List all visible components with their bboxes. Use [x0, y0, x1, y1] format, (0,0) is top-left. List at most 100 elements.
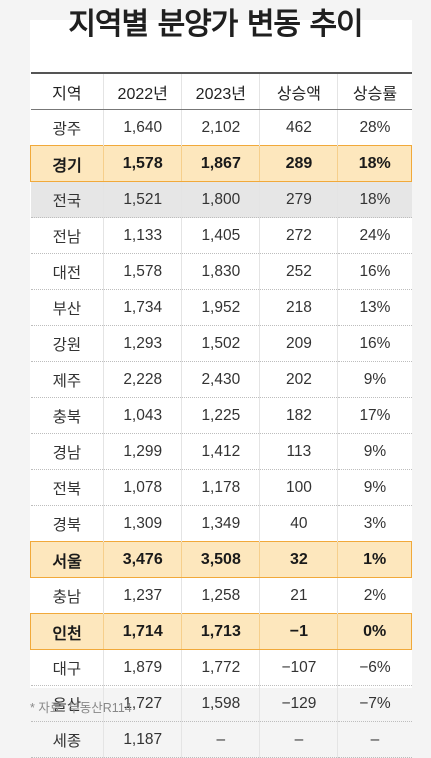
cell-increase-amount: 252 [259, 253, 338, 290]
cell-increase-rate: 28% [337, 109, 412, 146]
table-row: 경북 1,309 1,349 40 3% [30, 505, 412, 542]
header-region: 지역 [30, 72, 104, 110]
cell-increase-rate: 9% [337, 433, 412, 470]
cell-region: 부산 [30, 289, 104, 326]
cell-region: 인천 [29, 613, 104, 650]
cell-region: 제주 [30, 361, 104, 398]
cell-increase-rate: 16% [337, 325, 412, 362]
cell-2023: 2,430 [181, 361, 260, 398]
table-row: 제주 2,228 2,430 202 9% [30, 361, 412, 398]
cell-increase-rate: 0% [337, 613, 412, 650]
cell-2023: 1,178 [181, 469, 260, 506]
cell-2023: 3,508 [181, 541, 260, 578]
table-row: 전남 1,133 1,405 272 24% [30, 217, 412, 254]
cell-increase-rate: −7% [337, 685, 412, 722]
table-row: 대구 1,879 1,772 −107 −6% [30, 649, 412, 686]
cell-2022: 1,578 [103, 145, 182, 182]
cell-2023: 1,258 [181, 577, 260, 614]
cell-increase-amount: 289 [259, 145, 338, 182]
cell-2022: 1,309 [103, 505, 182, 542]
header-increase-amount: 상승액 [259, 72, 338, 110]
cell-increase-amount: 209 [259, 325, 338, 362]
cell-2022: 1,237 [103, 577, 182, 614]
cell-2022: 1,043 [103, 397, 182, 434]
cell-2022: 1,293 [103, 325, 182, 362]
cell-increase-rate: 17% [337, 397, 412, 434]
header-2022: 2022년 [103, 72, 182, 110]
cell-region: 충남 [30, 577, 104, 614]
cell-region: 전북 [30, 469, 104, 506]
cell-region: 대전 [30, 253, 104, 290]
cell-increase-amount: 272 [259, 217, 338, 254]
cell-2022: 1,640 [103, 109, 182, 146]
cell-region: 전남 [30, 217, 104, 254]
table-row: 경남 1,299 1,412 113 9% [30, 433, 412, 470]
table-row: 대전 1,578 1,830 252 16% [30, 253, 412, 290]
table-row: 서울 3,476 3,508 32 1% [29, 541, 412, 578]
cell-2023: 1,598 [181, 685, 260, 722]
cell-2022: 3,476 [103, 541, 182, 578]
cell-2023: 2,102 [181, 109, 260, 146]
table-row: 광주 1,640 2,102 462 28% [30, 109, 412, 146]
cell-2023: 1,800 [181, 181, 260, 218]
cell-increase-amount: 113 [259, 433, 338, 470]
page-title: 지역별 분양가 변동 추이 [68, 7, 363, 42]
cell-increase-amount: −107 [259, 649, 338, 686]
cell-increase-rate: 18% [337, 145, 412, 182]
table-row: 충북 1,043 1,225 182 17% [30, 397, 412, 434]
cell-2023: 1,772 [181, 649, 260, 686]
cell-2022: 2,228 [103, 361, 182, 398]
cell-region: 서울 [29, 541, 104, 578]
cell-increase-rate: 2% [337, 577, 412, 614]
cell-2023: 1,412 [181, 433, 260, 470]
table-body: 광주 1,640 2,102 462 28% 경기 1,578 1,867 289 18% 전국 1,… [29, 109, 412, 758]
header-2023: 2023년 [181, 72, 260, 110]
cell-increase-rate: 3% [337, 505, 412, 542]
table-row: 강원 1,293 1,502 209 16% [30, 325, 412, 362]
cell-increase-amount: 218 [259, 289, 338, 326]
cell-increase-rate: 1% [337, 541, 412, 578]
cell-2023: 1,830 [181, 253, 260, 290]
cell-2022: 1,879 [103, 649, 182, 686]
cell-increase-amount: 32 [259, 541, 338, 578]
table-row: 울산 1,727 1,598 −129 −7% [30, 685, 412, 722]
cell-2023: 1,867 [181, 145, 260, 182]
cell-region: 전국 [30, 181, 104, 218]
cell-2022: 1,133 [103, 217, 182, 254]
cell-region: 충북 [30, 397, 104, 434]
cell-2023: 1,502 [181, 325, 260, 362]
cell-2023: 1,713 [181, 613, 260, 650]
cell-2023: 1,952 [181, 289, 260, 326]
cell-2022: 1,578 [103, 253, 182, 290]
cell-increase-amount: 182 [259, 397, 338, 434]
header-increase-rate: 상승률 [337, 72, 412, 110]
cell-2022: 1,734 [103, 289, 182, 326]
cell-increase-amount: 40 [259, 505, 338, 542]
cell-region: 광주 [30, 109, 104, 146]
table-row: 인천 1,714 1,713 −1 0% [29, 613, 412, 650]
cell-2022: 1,299 [103, 433, 182, 470]
cell-increase-rate: 13% [337, 289, 412, 326]
cell-2022: 1,521 [103, 181, 182, 218]
price-table: 지역 2022년 2023년 상승액 상승률 광주 1,640 2,102 462 28… [29, 72, 412, 758]
cell-increase-rate: 24% [337, 217, 412, 254]
cell-region: 울산 [30, 685, 104, 722]
cell-increase-amount: −1 [259, 613, 338, 650]
cell-increase-amount: 279 [259, 181, 338, 218]
cell-increase-rate: −6% [337, 649, 412, 686]
cell-region: 경북 [30, 505, 104, 542]
cell-increase-rate: 9% [337, 469, 412, 506]
table-row: 부산 1,734 1,952 218 13% [30, 289, 412, 326]
source-note: * 자료: 부동산R114 [30, 701, 132, 715]
cell-increase-rate: 18% [337, 181, 412, 218]
table-row: 충남 1,237 1,258 21 2% [30, 577, 412, 614]
cell-2023: 1,349 [181, 505, 260, 542]
cell-2023: 1,405 [181, 217, 260, 254]
cell-2022: 1,727 [103, 685, 182, 722]
cell-region: 대구 [30, 649, 104, 686]
table-row: 전북 1,078 1,178 100 9% [30, 469, 412, 506]
cell-increase-rate: 16% [337, 253, 412, 290]
cell-increase-amount: 202 [259, 361, 338, 398]
table-header-row: 지역 2022년 2023년 상승액 상승률 [30, 72, 412, 110]
cell-increase-amount: 100 [259, 469, 338, 506]
